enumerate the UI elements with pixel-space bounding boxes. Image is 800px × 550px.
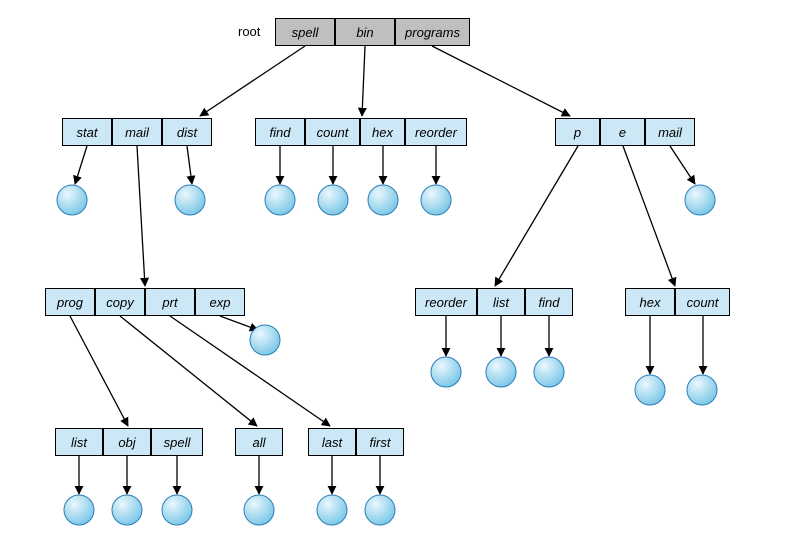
node-a1: mail [112,118,162,146]
leaf-ball [685,185,715,215]
node-b2: hex [360,118,405,146]
leaf-ball [687,375,717,405]
node-c2: mail [645,118,695,146]
node-e2: find [525,288,573,316]
node-d1: copy [95,288,145,316]
edge [670,146,695,184]
leaf-ball [265,185,295,215]
edge [187,146,192,184]
node-g0: list [55,428,103,456]
edge [70,316,128,426]
leaf-ball [431,357,461,387]
node-b3: reorder [405,118,467,146]
node-d0: prog [45,288,95,316]
edge [432,46,570,116]
edge [120,316,257,426]
node-r0: spell [275,18,335,46]
leaf-ball [162,495,192,525]
node-g5: first [356,428,404,456]
node-r1: bin [335,18,395,46]
node-e0: reorder [415,288,477,316]
node-g4: last [308,428,356,456]
edge [200,46,305,116]
edge [220,316,258,330]
node-f0: hex [625,288,675,316]
leaf-ball [318,185,348,215]
node-g2: spell [151,428,203,456]
edge [75,146,87,184]
node-a0: stat [62,118,112,146]
leaf-ball [175,185,205,215]
edge [362,46,365,116]
node-e1: list [477,288,525,316]
leaf-ball [57,185,87,215]
node-b0: find [255,118,305,146]
leaf-ball [250,325,280,355]
leaf-ball [112,495,142,525]
edge [137,146,145,286]
node-a2: dist [162,118,212,146]
leaf-ball [635,375,665,405]
leaf-ball [368,185,398,215]
leaf-ball [317,495,347,525]
edge [495,146,578,286]
leaf-ball [421,185,451,215]
node-f1: count [675,288,730,316]
node-r2: programs [395,18,470,46]
root-label: root [238,24,260,39]
leaf-ball [365,495,395,525]
node-c1: e [600,118,645,146]
node-b1: count [305,118,360,146]
node-g3: all [235,428,283,456]
leaf-ball [64,495,94,525]
node-d3: exp [195,288,245,316]
node-g1: obj [103,428,151,456]
leaf-ball [534,357,564,387]
edge [170,316,330,426]
leaf-ball [244,495,274,525]
node-c0: p [555,118,600,146]
arrows-layer [0,0,800,550]
edge [623,146,675,286]
node-d2: prt [145,288,195,316]
leaf-ball [486,357,516,387]
